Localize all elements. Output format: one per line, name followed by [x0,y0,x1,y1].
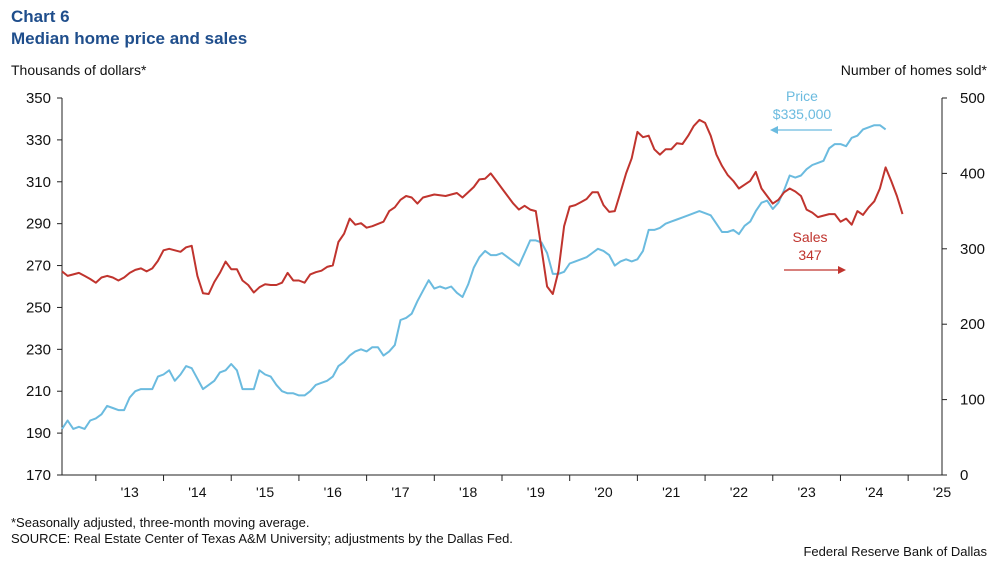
right-tick-label: 500 [960,90,985,107]
left-tick-label: 250 [26,299,51,316]
left-tick-label: 290 [26,216,51,233]
x-tick-label: '20 [594,484,612,500]
series-layer [61,118,904,430]
annotation-layer: Price $335,000 Sales 347 [770,88,846,274]
left-tick-label: 210 [26,383,51,400]
left-tick-label: 330 [26,132,51,149]
right-tick-label: 100 [960,392,985,409]
price-annotation-value: $335,000 [773,106,832,122]
sales-annotation-value: 347 [798,247,822,263]
left-tick-label: 170 [26,467,51,484]
chart-title: Median home price and sales [11,29,248,48]
credit-line: Federal Reserve Bank of Dallas [803,544,987,559]
axes-layer: 170 190 210 230 250 270 290 310 330 350 0 100 200 300… [26,90,985,500]
right-axis-label: Number of homes sold* [840,62,987,78]
right-tick-label: 200 [960,316,985,333]
sales-annotation-label: Sales [792,229,827,245]
x-tick-label: '18 [459,484,477,500]
price-series-line [61,124,887,430]
x-tick-label: '25 [933,484,951,500]
x-tick-label: '17 [391,484,409,500]
sales-arrow-head [838,266,846,274]
sales-series-line [61,118,904,295]
x-tick-label: '21 [662,484,680,500]
right-tick-label: 0 [960,467,968,484]
left-axis-label: Thousands of dollars* [11,62,147,78]
left-tick-label: 310 [26,174,51,191]
x-tick-label: '14 [188,484,206,500]
source-note: SOURCE: Real Estate Center of Texas A&M … [11,531,513,546]
left-tick-label: 270 [26,258,51,275]
left-tick-label: 350 [26,90,51,107]
x-tick-label: '16 [324,484,342,500]
left-tick-label: 190 [26,425,51,442]
x-tick-label: '13 [121,484,139,500]
x-tick-label: '15 [256,484,274,500]
x-tick-label: '24 [865,484,883,500]
chart-number: Chart 6 [11,7,70,26]
x-tick-label: '22 [730,484,748,500]
x-tick-label: '19 [527,484,545,500]
footnote: *Seasonally adjusted, three-month moving… [11,515,310,530]
x-tick-label: '23 [797,484,815,500]
right-tick-label: 300 [960,241,985,258]
right-tick-label: 400 [960,165,985,182]
left-tick-label: 230 [26,341,51,358]
price-arrow-head [770,126,778,134]
price-annotation-label: Price [786,88,818,104]
